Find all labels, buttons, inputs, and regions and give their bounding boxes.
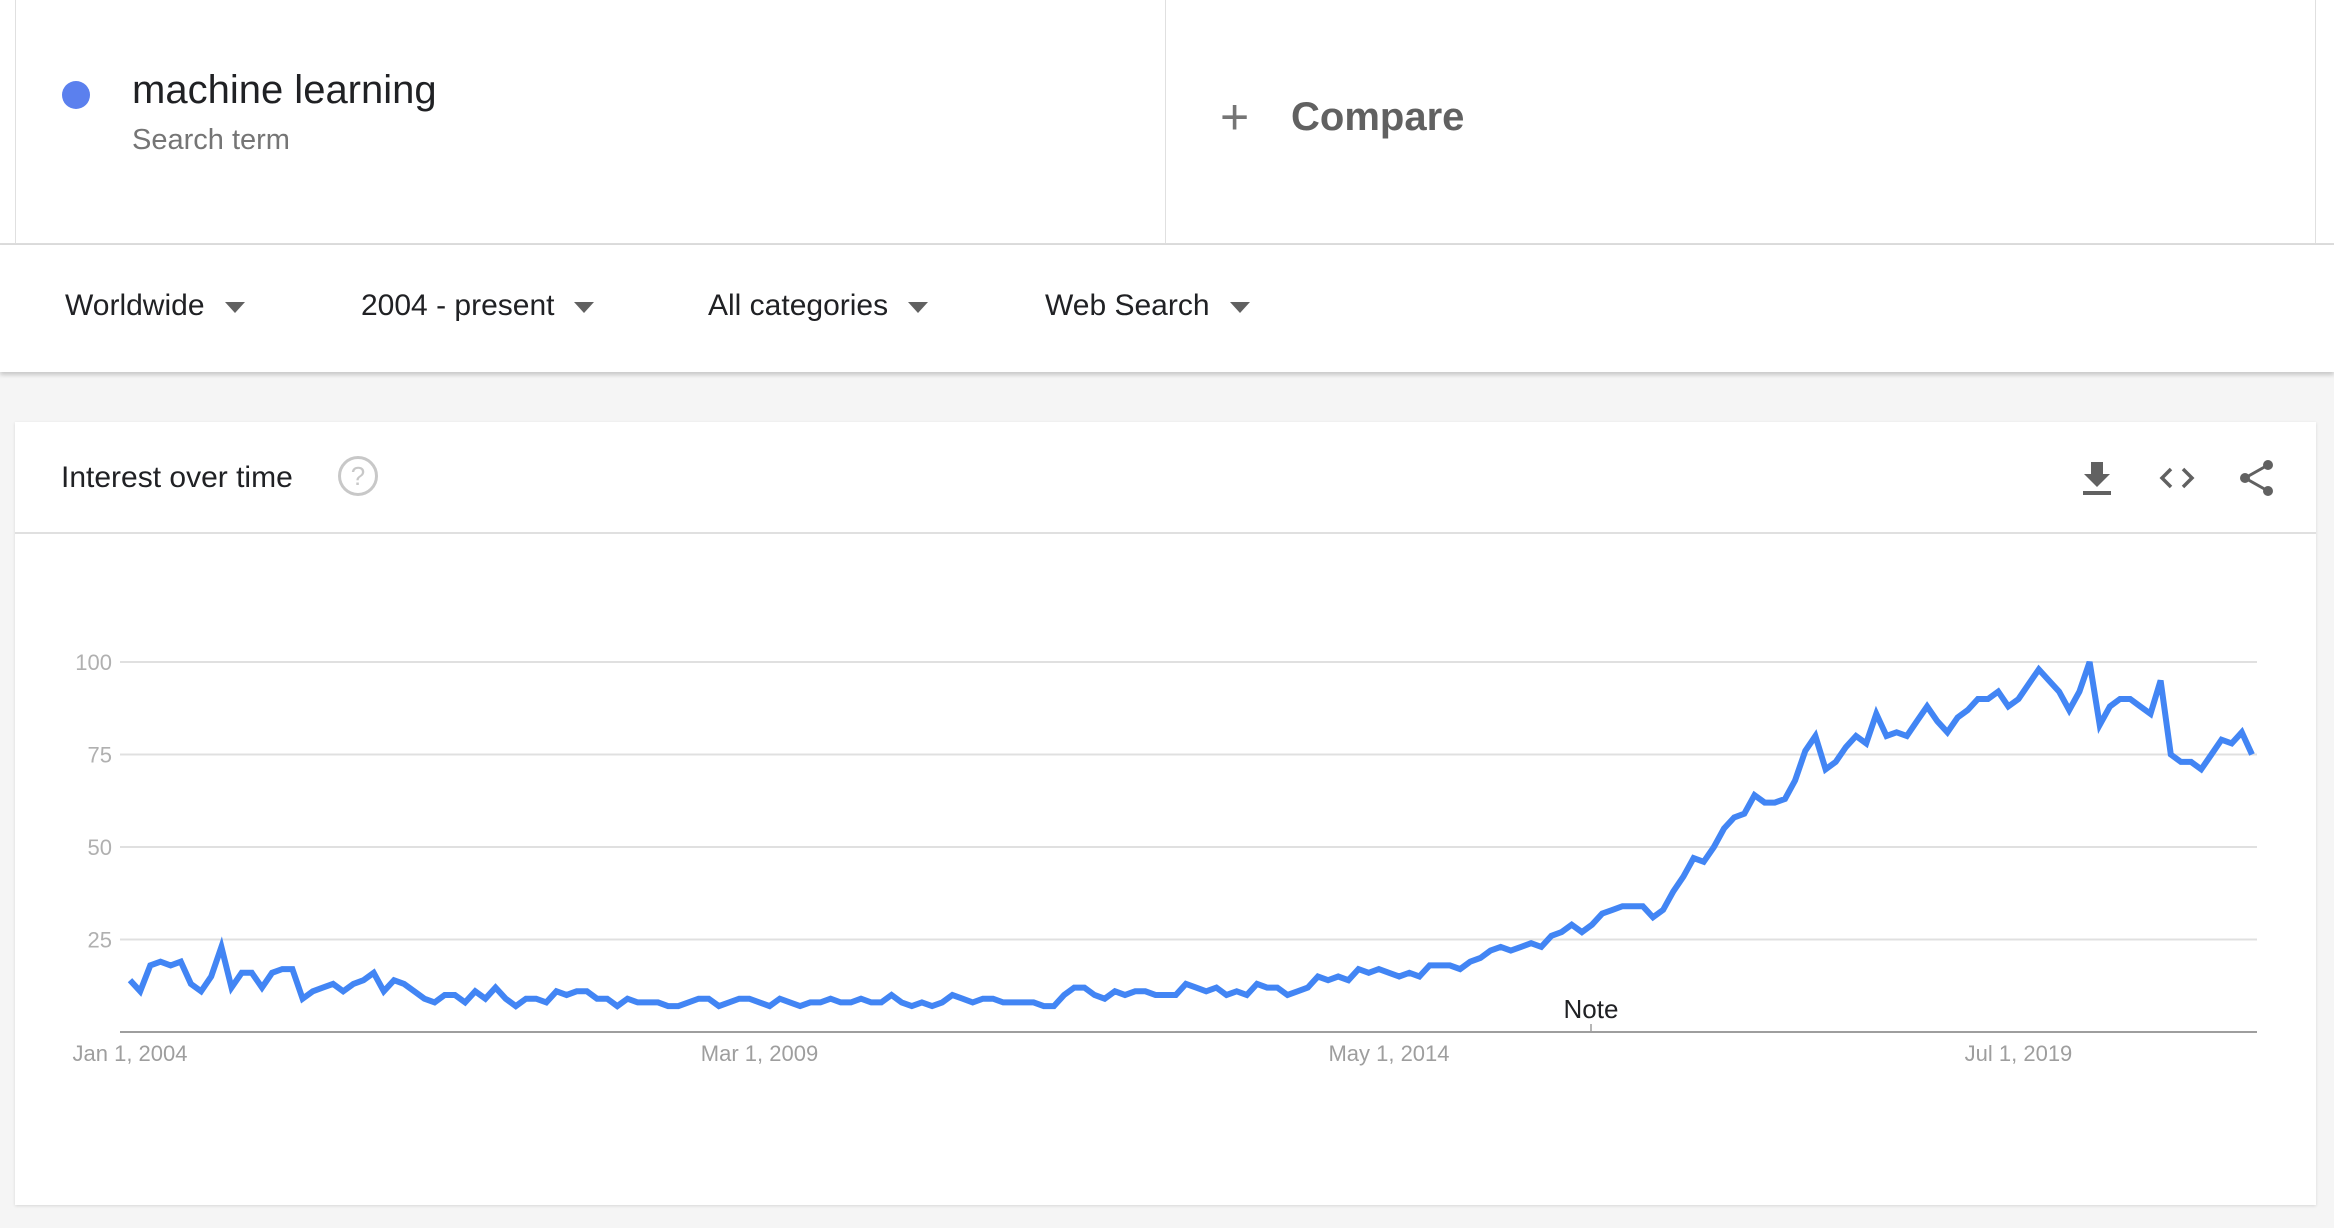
search-term-label[interactable]: machine learning (132, 68, 437, 112)
location-dropdown-label: Worldwide (65, 289, 205, 322)
download-icon[interactable] (2077, 458, 2117, 498)
time-range-dropdown[interactable]: 2004 - present (361, 289, 595, 323)
x-tick-label: May 1, 2014 (1328, 1041, 1449, 1066)
category-dropdown[interactable]: All categories (708, 289, 929, 323)
caret-down-icon (574, 301, 595, 313)
series-color-dot (62, 81, 90, 109)
time-range-dropdown-label: 2004 - present (361, 289, 555, 322)
x-tick-label: Jul 1, 2019 (1965, 1041, 2073, 1066)
y-tick-label: 50 (88, 835, 112, 860)
series-line-machine-learning (127, 661, 2255, 1010)
filter-bar: Worldwide 2004 - present All categories … (0, 245, 2334, 372)
share-icon[interactable] (2237, 458, 2277, 498)
search-term-sublabel: Search term (132, 124, 290, 156)
search-type-dropdown[interactable]: Web Search (1045, 289, 1250, 323)
embed-icon[interactable] (2157, 458, 2197, 498)
caret-down-icon (908, 301, 929, 313)
card-title: Interest over time (61, 461, 293, 494)
search-term-card[interactable]: machine learning Search term (15, 0, 1166, 243)
y-tick-label: 100 (75, 650, 112, 675)
help-icon[interactable]: ? (338, 456, 378, 496)
location-dropdown[interactable]: Worldwide (65, 289, 245, 323)
compare-label: Compare (1291, 95, 1465, 139)
category-dropdown-label: All categories (708, 289, 889, 322)
search-type-dropdown-label: Web Search (1045, 289, 1210, 322)
y-tick-label: 25 (88, 928, 112, 953)
y-tick-label: 75 (88, 743, 112, 768)
plus-icon: + (1220, 89, 1250, 145)
card-header: Interest over time ? (15, 422, 2316, 534)
interest-over-time-card: Interest over time ? 25 50 75 100 Jan 1, 200… (15, 422, 2316, 1205)
note-annotation: Note (1564, 994, 1619, 1024)
caret-down-icon (224, 301, 245, 313)
x-tick-label: Jan 1, 2004 (73, 1041, 188, 1066)
caret-down-icon (1229, 301, 1250, 313)
interest-chart: 25 50 75 100 Jan 1, 2004 Mar 1, 2009 May 1, 20… (73, 650, 2257, 1066)
search-terms-bar: machine learning Search term + Compare (0, 0, 2334, 245)
x-tick-label: Mar 1, 2009 (701, 1041, 818, 1066)
compare-button[interactable]: + Compare (1165, 0, 2316, 243)
